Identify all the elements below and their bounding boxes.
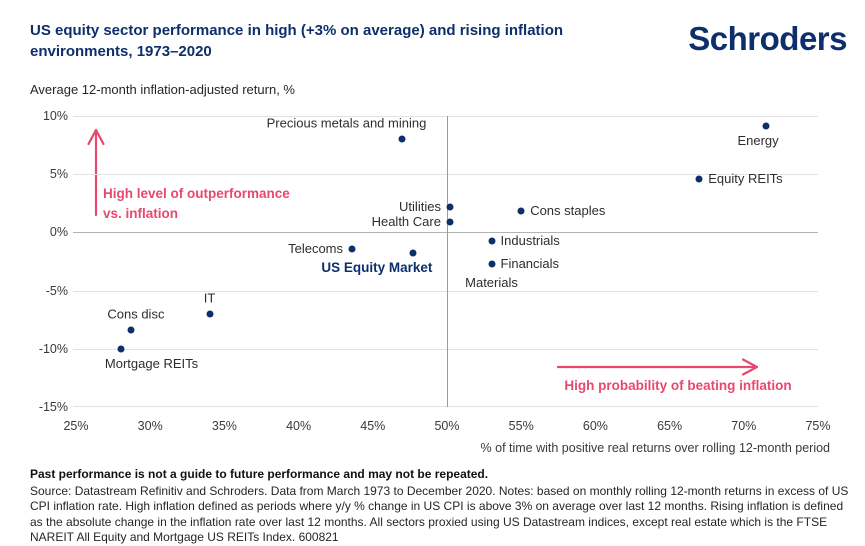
x-tick-label: 65% [657, 419, 683, 433]
footer: Past performance is not a guide to futur… [30, 467, 850, 546]
gridline [73, 406, 818, 407]
data-point [446, 218, 454, 226]
point-label: Utilities [399, 198, 441, 214]
point-label: US Equity Market [321, 260, 433, 276]
point-label: Health Care [371, 213, 441, 229]
footer-source: Source: Datastream Refinitiv and Schrode… [30, 483, 849, 545]
point-label: Telecoms [288, 240, 344, 256]
x-tick-label: 70% [731, 419, 757, 433]
x-tick-label: 35% [211, 419, 237, 433]
x-axis-title: % of time with positive real returns ove… [480, 441, 830, 455]
data-point [488, 260, 496, 268]
x-tick-label: 25% [63, 419, 89, 433]
y-tick-label: -10% [38, 341, 68, 356]
page-title: US equity sector performance in high (+3… [30, 22, 564, 60]
data-point [446, 203, 454, 211]
annotation-beating-inflation: High probability of beating inflation [564, 378, 792, 393]
data-point [695, 175, 703, 183]
point-label: Cons disc [107, 306, 165, 322]
y-tick-label: -5% [45, 283, 68, 298]
point-label: Equity REITs [708, 170, 783, 186]
gridline [73, 290, 818, 292]
x-tick-label: 30% [137, 419, 163, 433]
data-point [409, 249, 417, 257]
point-label: Materials [465, 274, 518, 290]
data-point [762, 122, 770, 130]
x-tick-label: 50% [434, 419, 460, 433]
point-label: Cons staples [530, 203, 606, 219]
annotation-outperformance: High level of outperformance vs. inflati… [103, 186, 290, 221]
x-tick-label: 55% [508, 419, 534, 433]
y-tick-label: 10% [42, 109, 68, 123]
divider-line [447, 116, 448, 407]
gridline [73, 116, 818, 117]
data-point [398, 135, 406, 143]
gridline [73, 174, 818, 176]
point-label: Industrials [500, 232, 560, 248]
data-point [348, 245, 356, 253]
gridline [73, 348, 818, 350]
x-axis-ticks: 25% 30% 35% 40% 45% 50% 55% 60% 65% 70% 75% [63, 419, 830, 435]
data-point [117, 345, 125, 353]
data-point [517, 207, 525, 215]
x-tick-label: 60% [582, 419, 608, 433]
data-point [488, 237, 496, 245]
point-label: Mortgage REITs [104, 355, 199, 371]
footer-disclaimer: Past performance is not a guide to futur… [30, 467, 489, 481]
data-point [127, 326, 135, 334]
point-label: Precious metals and mining [266, 115, 427, 131]
x-tick-label: 40% [286, 419, 312, 433]
y-tick-label: 5% [49, 167, 68, 182]
data-point [206, 310, 214, 318]
y-tick-label: 0% [49, 225, 68, 240]
point-label: Financials [500, 255, 560, 271]
y-axis-ticks: 10% 5% 0% -5% -10% -15% [22, 109, 68, 414]
point-label: IT [203, 290, 216, 306]
y-axis-title: Average 12-month inflation-adjusted retu… [30, 82, 295, 97]
point-label: Energy [737, 133, 779, 149]
x-tick-label: 45% [360, 419, 386, 433]
up-arrow-icon [87, 128, 105, 217]
gridline [73, 232, 818, 234]
plot-area: High level of outperformance vs. inflati… [73, 115, 818, 407]
x-tick-label: 75% [805, 419, 831, 433]
schroders-logo: Schroders [688, 20, 847, 57]
right-arrow-icon [556, 358, 759, 376]
y-tick-label: -15% [38, 400, 68, 414]
